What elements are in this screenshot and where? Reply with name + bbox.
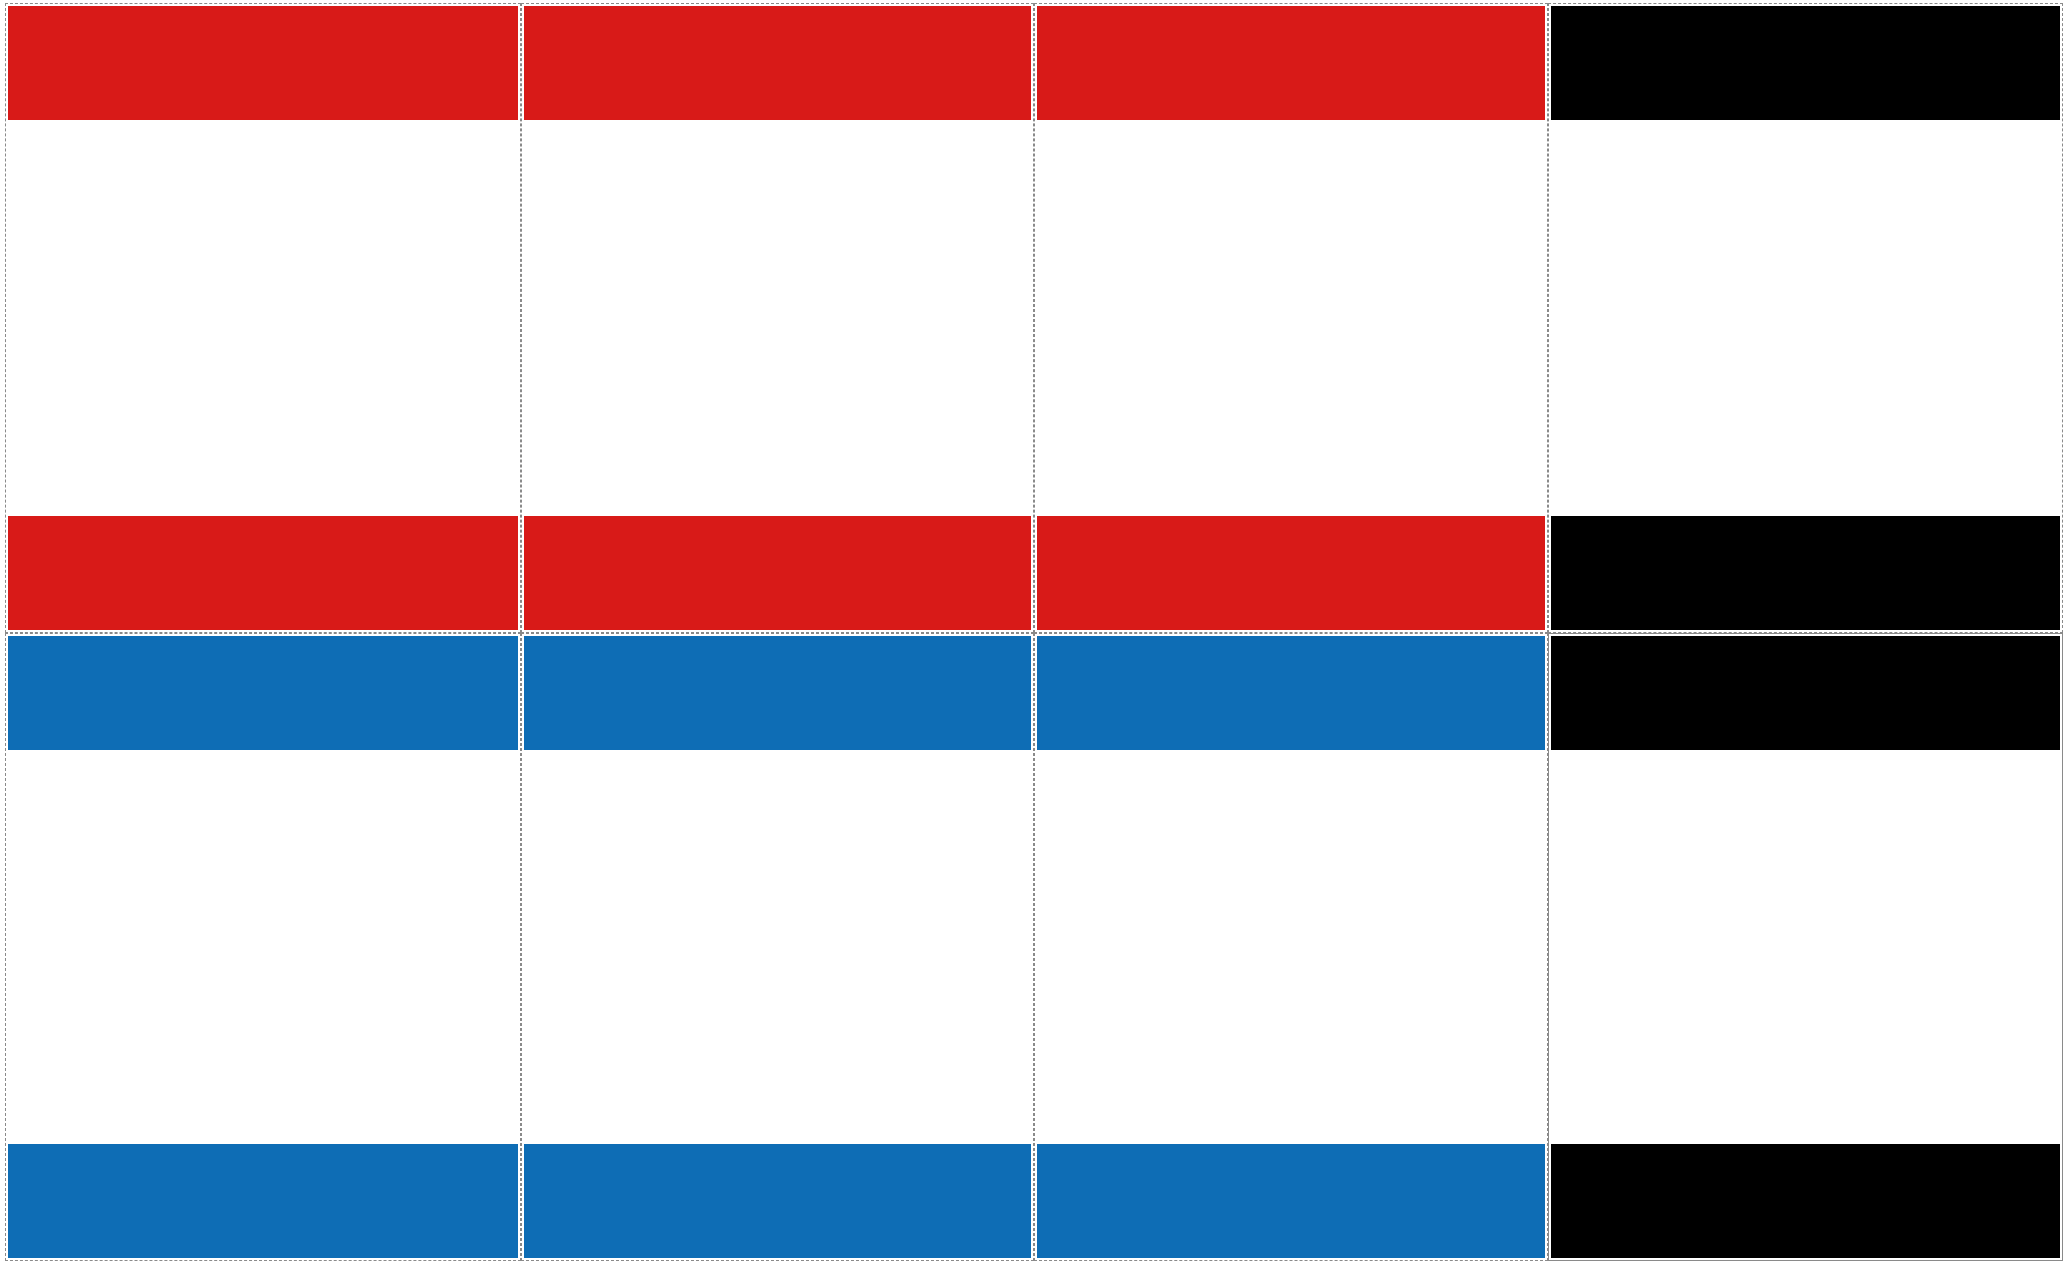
cell-top-bar xyxy=(524,636,1031,750)
cell-bottom-bar xyxy=(524,516,1031,630)
cell-r1-c3[interactable] xyxy=(1034,3,1548,633)
cell-bottom-bar xyxy=(1037,516,1545,630)
cell-r1-c1[interactable] xyxy=(5,3,521,633)
cell-r1-c2[interactable] xyxy=(521,3,1034,633)
cell-r2-c2[interactable] xyxy=(521,633,1034,1261)
cell-bottom-bar xyxy=(1551,1144,2060,1258)
cell-r2-c3[interactable] xyxy=(1034,633,1548,1261)
cell-bottom-bar xyxy=(1037,1144,1545,1258)
cell-top-bar xyxy=(1037,636,1545,750)
cell-bottom-bar xyxy=(8,1144,518,1258)
cell-r1-c4[interactable] xyxy=(1548,3,2063,633)
cell-top-bar xyxy=(1551,6,2060,120)
cell-bottom-bar xyxy=(524,1144,1031,1258)
cell-r2-c4[interactable] xyxy=(1548,633,2063,1261)
cell-top-bar xyxy=(8,636,518,750)
cell-top-bar xyxy=(1551,636,2060,750)
cell-bottom-bar xyxy=(1551,516,2060,630)
cell-bottom-bar xyxy=(8,516,518,630)
cell-top-bar xyxy=(1037,6,1545,120)
cell-top-bar xyxy=(8,6,518,120)
cell-top-bar xyxy=(524,6,1031,120)
cell-r2-c1[interactable] xyxy=(5,633,521,1261)
